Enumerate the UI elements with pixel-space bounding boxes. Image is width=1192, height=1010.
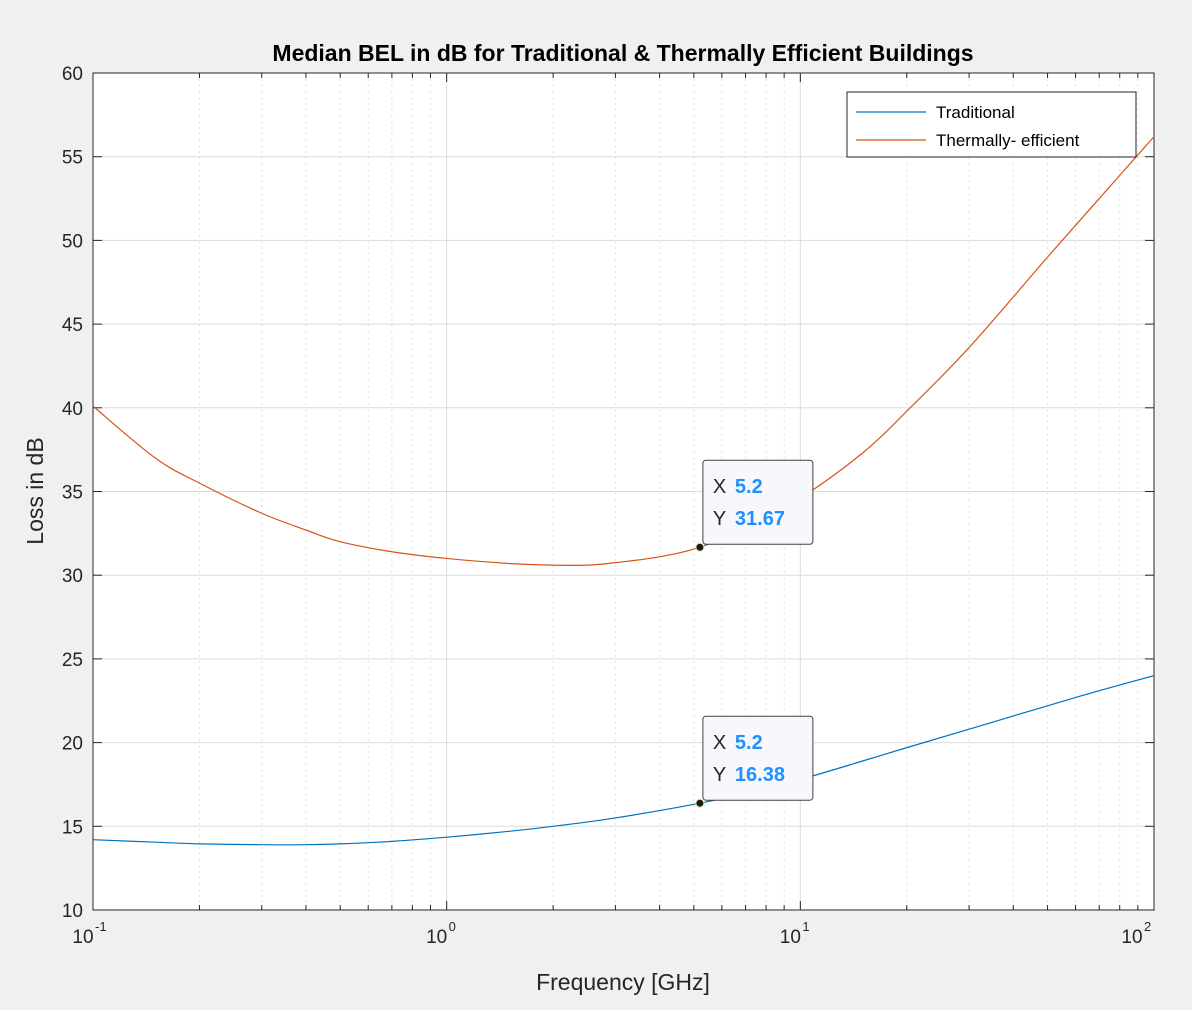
datatip-marker[interactable] (695, 798, 705, 808)
y-axis-label: Loss in dB (22, 437, 48, 544)
x-tick-exponent: 1 (802, 919, 809, 934)
legend-box (846, 91, 1137, 158)
x-tick-label: 100 (426, 919, 456, 948)
y-tick-label: 40 (62, 399, 83, 420)
y-tick-label: 35 (62, 483, 83, 504)
datatip-y-key: Y (713, 508, 726, 530)
legend-entry[interactable]: Thermally- efficient (936, 131, 1080, 150)
y-tick-label: 10 (62, 901, 83, 922)
x-tick-base: 10 (426, 927, 447, 948)
x-tick-base: 10 (72, 927, 93, 948)
x-tick-label: 102 (1121, 919, 1151, 948)
datatip-x-key: X (713, 732, 726, 754)
y-tick-label: 15 (62, 817, 83, 838)
datatip[interactable]: X 5.2 Y 31.67 (695, 459, 814, 552)
y-tick-label: 60 (62, 64, 83, 85)
datatip[interactable]: X 5.2 Y 16.38 (695, 715, 814, 808)
series-line-traditional[interactable] (92, 675, 1155, 846)
legend[interactable]: Traditional Thermally- efficient (846, 91, 1137, 158)
x-tick-label: 101 (780, 919, 810, 948)
datatip-box (702, 459, 814, 545)
datatip-y-value: 16.38 (735, 764, 785, 786)
datatip-x-key: X (713, 476, 726, 498)
x-tick-exponent: -1 (95, 919, 107, 934)
datatips: X 5.2 Y 16.38 X 5.2 Y 31.67 (695, 459, 814, 808)
datatip-marker[interactable] (695, 542, 705, 552)
y-tick-label: 50 (62, 231, 83, 252)
datatip-y-key: Y (713, 764, 726, 786)
y-tick-label: 55 (62, 148, 83, 169)
y-tick-label: 25 (62, 650, 83, 671)
datatip-x-value: 5.2 (735, 732, 763, 754)
y-tick-label: 45 (62, 315, 83, 336)
chart-title: Median BEL in dB for Traditional & Therm… (272, 40, 973, 66)
datatip-x-value: 5.2 (735, 476, 763, 498)
x-tick-exponent: 0 (449, 919, 456, 934)
x-tick-label: 10-1 (72, 919, 106, 948)
y-tick-label: 30 (62, 566, 83, 587)
x-tick-exponent: 2 (1144, 919, 1151, 934)
series-line-thermally-efficient[interactable] (92, 136, 1155, 567)
datatip-y-value: 31.67 (735, 508, 785, 530)
x-tick-base: 10 (780, 927, 801, 948)
datatip-box (702, 715, 814, 801)
y-tick-label: 20 (62, 734, 83, 755)
series-lines (92, 136, 1155, 846)
x-axis-label: Frequency [GHz] (536, 969, 710, 995)
x-tick-base: 10 (1121, 927, 1142, 948)
legend-entry[interactable]: Traditional (936, 103, 1015, 122)
